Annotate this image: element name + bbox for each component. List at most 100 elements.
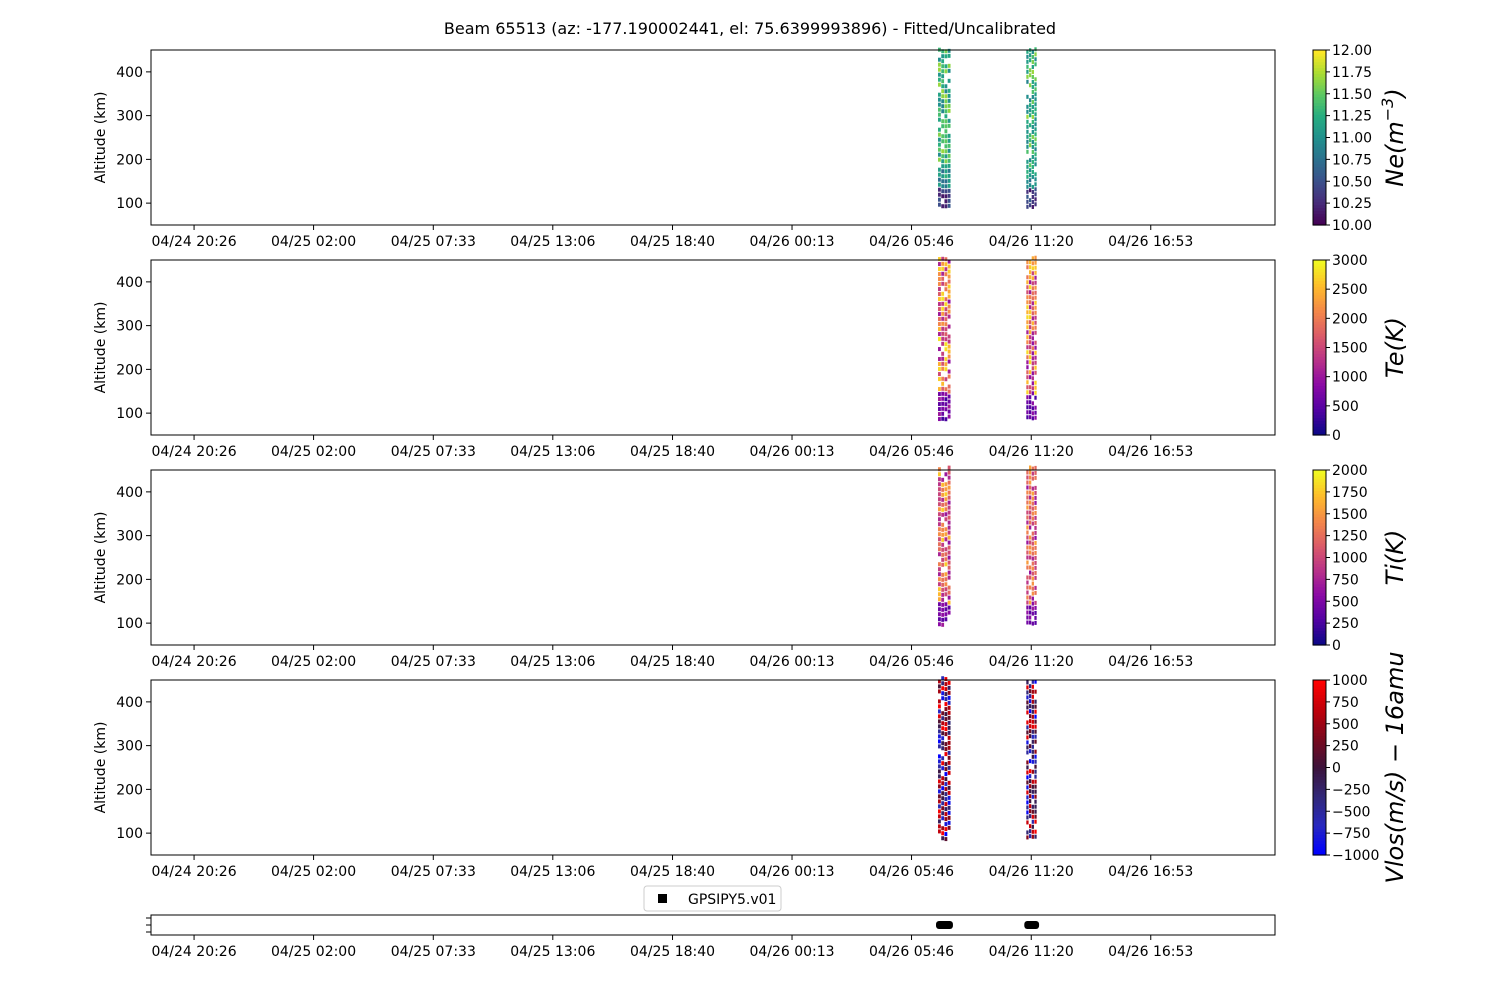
heatmap-cell: [1028, 290, 1032, 295]
colorbar-segment: [1313, 837, 1326, 842]
heatmap-cell: [1031, 729, 1034, 734]
legend-marker: [658, 894, 667, 903]
heatmap-cell: [938, 612, 941, 617]
heatmap-cell: [1031, 169, 1034, 174]
heatmap-cell: [1031, 114, 1034, 119]
colorbar-segment: [1313, 289, 1326, 293]
heatmap-cell: [1034, 535, 1037, 540]
heatmap-cell: [1034, 102, 1037, 107]
heatmap-cell: [941, 547, 945, 552]
colorbar-segment: [1313, 712, 1326, 716]
colorbar-segment: [1313, 172, 1326, 177]
heatmap-cell: [1034, 615, 1037, 620]
heatmap-cell: [944, 682, 948, 687]
colorbar-segment: [1313, 811, 1326, 815]
colorbar-tick-label: −750: [1332, 826, 1370, 842]
heatmap-cell: [1034, 340, 1037, 345]
heatmap-cell: [1034, 719, 1037, 724]
heatmap-cell: [938, 72, 941, 77]
x-tick-label: 04/26 05:46: [869, 444, 954, 460]
heatmap-cell: [938, 277, 941, 282]
heatmap-cell: [1026, 560, 1029, 565]
heatmap-cell: [941, 174, 945, 179]
heatmap-cell: [938, 287, 941, 292]
colorbar-segment: [1313, 496, 1326, 500]
heatmap-cell: [1026, 740, 1029, 745]
heatmap-cell: [944, 114, 948, 119]
heatmap-cell: [938, 317, 941, 322]
heatmap-cell: [1031, 124, 1034, 129]
heatmap-cell: [941, 169, 945, 174]
heatmap-cell: [944, 582, 948, 587]
heatmap-cell: [1031, 89, 1034, 94]
heatmap-cell: [947, 780, 951, 785]
heatmap-cell: [947, 755, 951, 760]
colorbar-segment: [1313, 513, 1326, 518]
colorbar-segment: [1313, 615, 1326, 620]
heatmap-cell: [1026, 480, 1029, 485]
heatmap-cell: [941, 477, 945, 482]
heatmap-cell: [1034, 465, 1037, 470]
heatmap-cell: [938, 272, 941, 277]
x-tick-label: 04/26 16:53: [1108, 944, 1193, 960]
heatmap-cell: [1031, 724, 1034, 729]
heatmap-cell: [941, 134, 945, 139]
heatmap-cell: [944, 94, 948, 99]
heatmap-cell: [938, 577, 941, 582]
heatmap-cell: [938, 709, 941, 714]
heatmap-cell: [1026, 490, 1029, 495]
heatmap-cell: [938, 482, 941, 487]
heatmap-cell: [1034, 97, 1037, 102]
colorbar-segment: [1313, 385, 1326, 389]
colorbar-segment: [1313, 607, 1326, 611]
heatmap-cell: [1026, 129, 1029, 134]
heatmap-cell: [938, 829, 941, 834]
heatmap-cell: [941, 74, 945, 79]
heatmap-cell: [944, 397, 948, 402]
colorbar-segment: [1313, 408, 1326, 413]
heatmap-cell: [1031, 54, 1034, 59]
heatmap-cell: [1034, 87, 1037, 92]
colorbar-segment: [1313, 618, 1326, 623]
colorbar-segment: [1313, 849, 1326, 853]
x-tick-label: 04/25 07:33: [391, 944, 476, 960]
heatmap-cell: [938, 147, 941, 152]
heatmap-cell: [938, 729, 941, 734]
heatmap-cell: [947, 735, 951, 740]
legend-label: GPSIPY5.v01: [688, 892, 776, 908]
heatmap-cell: [938, 512, 941, 517]
heatmap-cell: [1034, 809, 1037, 814]
heatmap-cell: [944, 149, 948, 154]
legend-box: [643, 885, 782, 912]
heatmap-cell: [938, 799, 941, 804]
colorbar-tick-label: 1250: [1332, 529, 1368, 545]
colorbar-segment: [1313, 344, 1326, 349]
heatmap-cell: [941, 612, 945, 617]
heatmap-cell: [941, 204, 945, 209]
colorbar-segment: [1313, 213, 1326, 217]
heatmap-cell: [938, 357, 941, 362]
x-tick-label: 04/25 02:00: [271, 444, 356, 460]
heatmap-cell: [947, 274, 951, 279]
heatmap-cell: [944, 312, 948, 317]
heatmap-cell: [947, 810, 951, 815]
heatmap-cell: [1028, 113, 1032, 118]
heatmap-cell: [947, 88, 951, 93]
heatmap-cell: [1034, 610, 1037, 615]
colorbar-segment: [1313, 280, 1326, 284]
colorbar-segment: [1313, 531, 1326, 535]
colorbar-ti: 0 250 500 750 1000 1250 1500 1750 2000 Ti(K): [1312, 463, 1409, 654]
heatmap-cell: [941, 89, 945, 94]
heatmap-cell: [1028, 415, 1032, 420]
colorbar-tick-label: 12.00: [1332, 43, 1372, 59]
heatmap-cell: [944, 762, 948, 767]
heatmap-cell: [1026, 315, 1029, 320]
heatmap-cell: [1031, 184, 1034, 189]
heatmap-cell: [1034, 107, 1037, 112]
colorbar-segment: [1313, 490, 1326, 494]
heatmap-cell: [1034, 505, 1037, 510]
colorbar-segment: [1313, 785, 1326, 789]
heatmap-cell: [1026, 295, 1029, 300]
colorbar-tick-label: 10.00: [1332, 218, 1372, 234]
heatmap-cell: [1026, 340, 1029, 345]
